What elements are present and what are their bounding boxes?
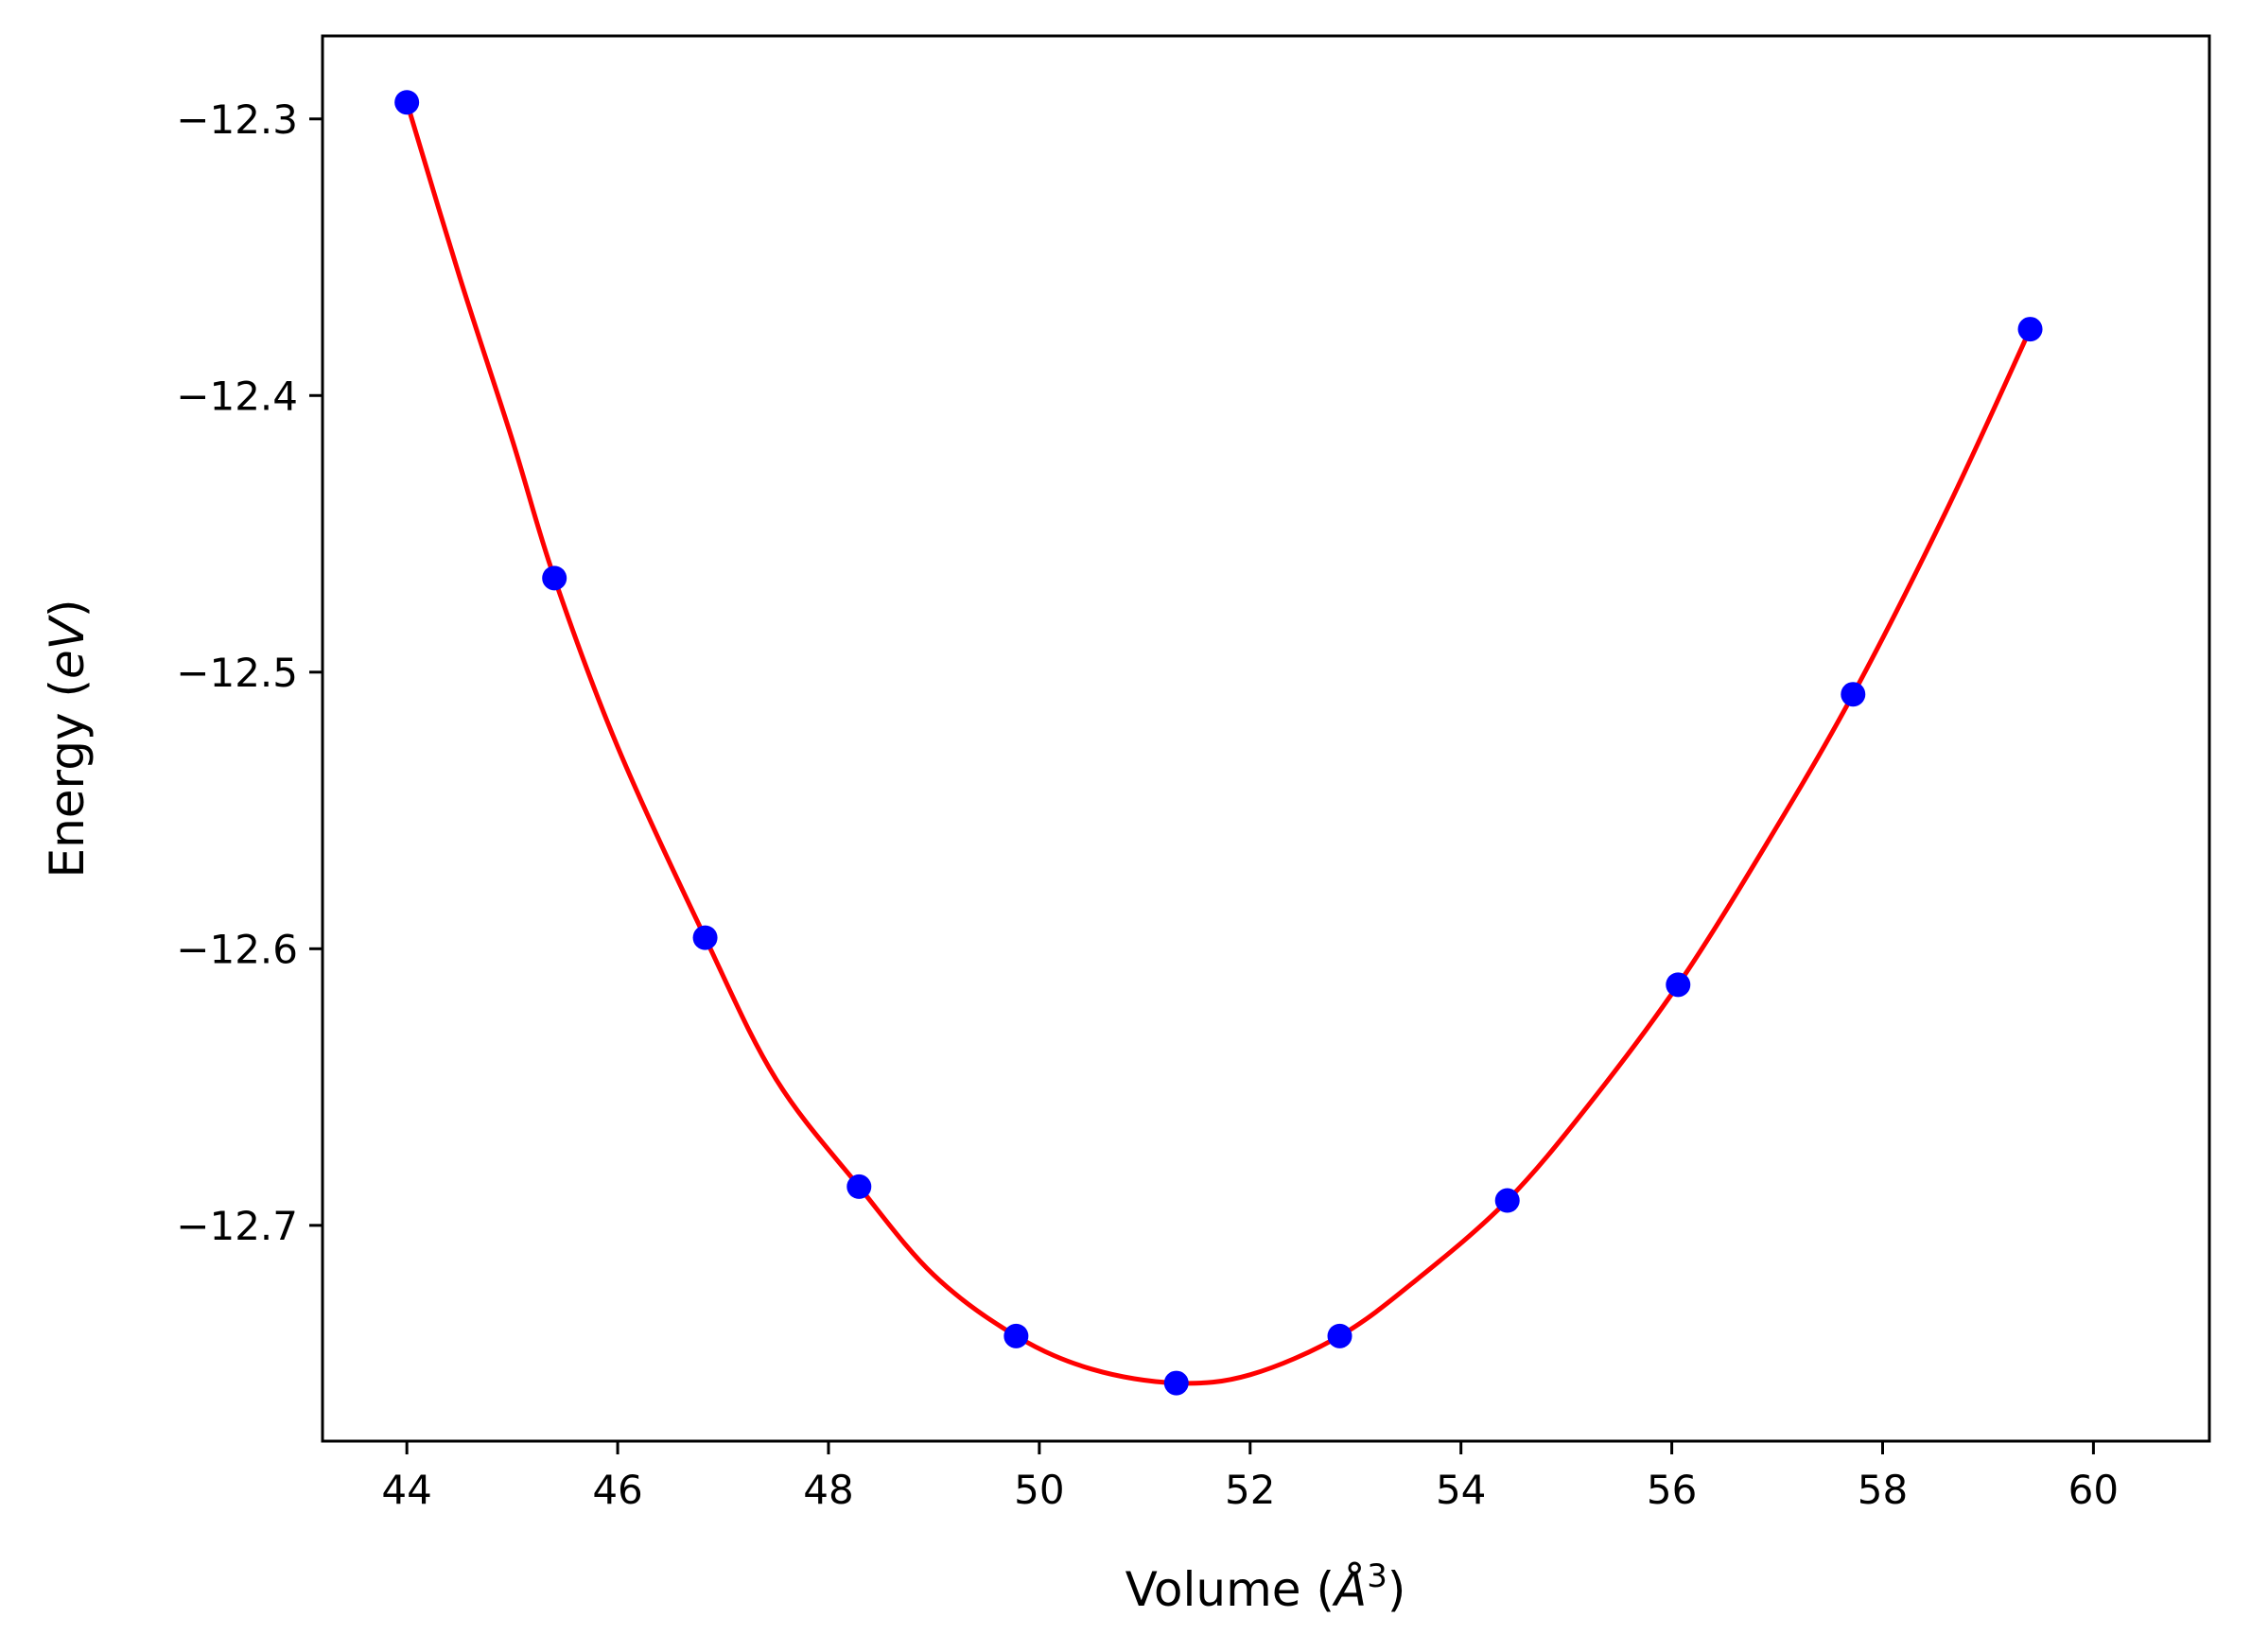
data-point xyxy=(2017,317,2043,342)
x-tick-label: 56 xyxy=(1647,1467,1697,1513)
data-points-layer xyxy=(394,90,2043,1396)
y-axis-label: Energy (eV) xyxy=(40,600,95,878)
data-point xyxy=(846,1174,872,1199)
data-point xyxy=(542,565,567,591)
data-point xyxy=(1003,1323,1029,1348)
y-tick-label: −12.6 xyxy=(176,926,298,972)
fit-curve-line xyxy=(404,101,2033,1386)
x-tick-label: 54 xyxy=(1436,1467,1486,1513)
data-point xyxy=(1841,682,1866,707)
data-point xyxy=(394,90,420,115)
x-axis-label: Volume (Å3) xyxy=(1126,1557,1406,1617)
x-tick-label: 50 xyxy=(1014,1467,1064,1513)
x-tick-label: 58 xyxy=(1858,1467,1908,1513)
data-point xyxy=(1494,1188,1520,1213)
fit-curve-layer xyxy=(404,101,2033,1386)
y-tick-label: −12.4 xyxy=(176,373,298,419)
y-tick-label: −12.5 xyxy=(176,650,298,696)
data-point xyxy=(1327,1323,1352,1348)
data-point xyxy=(1666,972,1691,998)
x-axis-ticks: 44 46 48 50 52 54 56 58 60 xyxy=(381,1441,2119,1513)
x-tick-label: 52 xyxy=(1225,1467,1275,1513)
plot-area-frame xyxy=(321,34,2211,1443)
y-tick-label: −12.3 xyxy=(176,96,298,143)
x-tick-label: 60 xyxy=(2068,1467,2119,1513)
data-point xyxy=(1163,1370,1189,1396)
y-tick-label: −12.7 xyxy=(176,1203,298,1249)
data-point xyxy=(692,925,718,950)
x-tick-label: 44 xyxy=(381,1467,431,1513)
x-tick-label: 46 xyxy=(592,1467,642,1513)
y-axis-ticks: −12.3 −12.4 −12.5 −12.6 −12.7 xyxy=(176,96,323,1249)
x-tick-label: 48 xyxy=(803,1467,853,1513)
